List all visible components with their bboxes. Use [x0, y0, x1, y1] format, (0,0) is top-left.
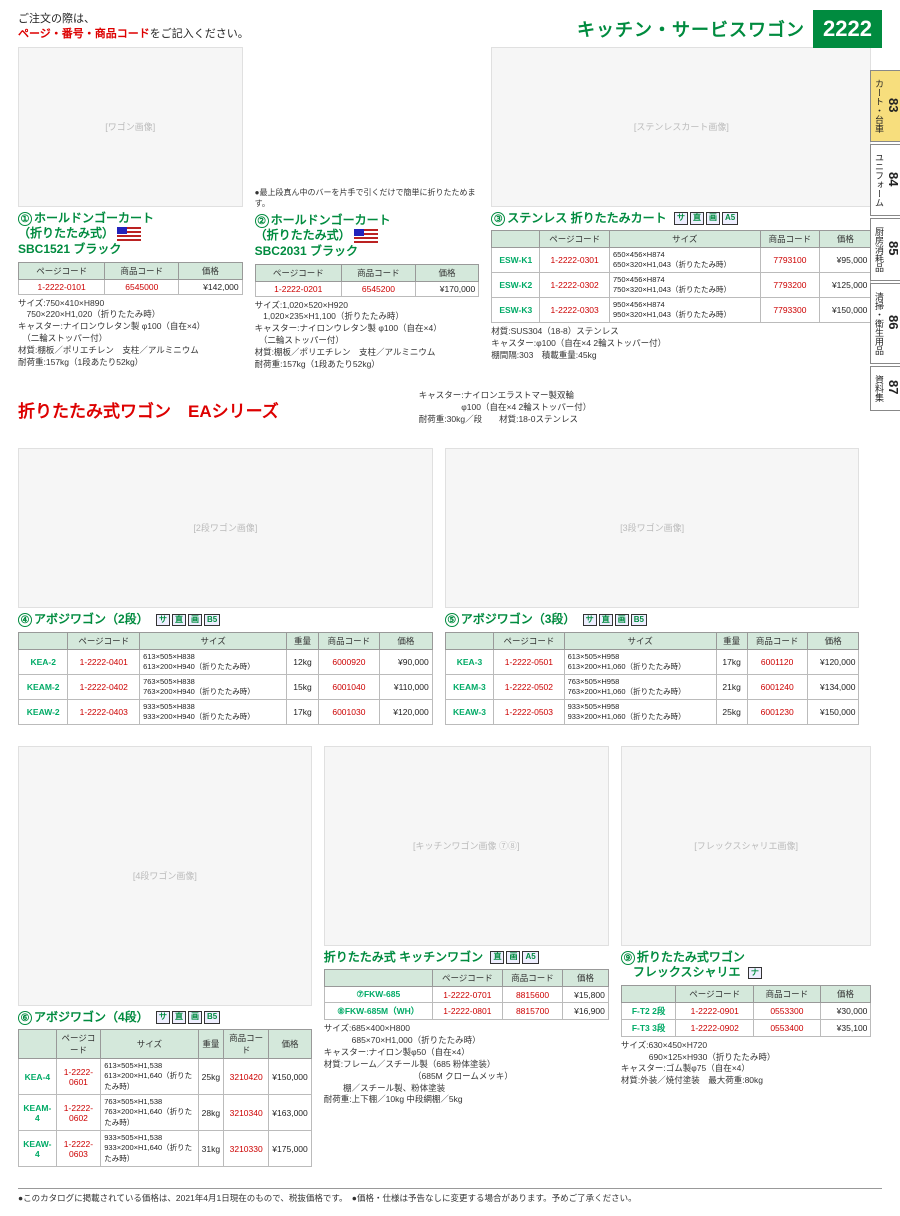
badge: 画 [188, 614, 202, 626]
badge: 画 [706, 212, 720, 224]
product-7-8: [キッチンワゴン画像 ⑦⑧] 折りたたみ式 キッチンワゴン 直画A5 ページコー… [324, 746, 609, 1171]
badge: 直 [172, 1011, 186, 1023]
product-1-image-note: ●最上段真ん中のバーを片手で引くだけで簡単に折りたためます。 [255, 187, 480, 209]
ea-series-notes: キャスター:ナイロンエラストマー製双輪 φ100（自在×4 2輪ストッパー付） … [419, 389, 851, 425]
badge: ナ [748, 967, 762, 979]
product-3: [ステンレスカート画像] ③ステンレス 折りたたみカート サ直画A5 ページコー… [491, 47, 871, 371]
product-5-image: [3段ワゴン画像] [445, 448, 860, 608]
product-4-image: [2段ワゴン画像] [18, 448, 433, 608]
product-1: [ワゴン画像] ①ホールドンゴーカート （折りたたみ式） SBC1521 ブラッ… [18, 47, 243, 371]
badge: 画 [615, 614, 629, 626]
product-1-table: ページコード商品コード価格 1-2222-01016545000¥142,000 [18, 262, 243, 295]
row-1: [ワゴン画像] ①ホールドンゴーカート （折りたたみ式） SBC1521 ブラッ… [18, 47, 882, 371]
badge: B5 [631, 614, 647, 626]
badge: 画 [506, 951, 520, 963]
product-3-num: ③ [491, 212, 505, 226]
notice-text-pre: ご注文の際は、 [18, 13, 95, 25]
badge: サ [583, 614, 597, 626]
side-tab-83[interactable]: 83カート・台車 [870, 70, 900, 142]
badge: サ [674, 212, 688, 224]
product-4-badges: サ直画B5 [156, 614, 220, 626]
badge: A5 [522, 951, 538, 963]
product-9-table: ページコード商品コード価格F-T2 2段1-2222-09010553300¥3… [621, 985, 872, 1037]
product-4-title: ④アボジワゴン（2段） サ直画B5 [18, 612, 433, 628]
product-6-image: [4段ワゴン画像] [18, 746, 312, 1006]
product-9-image: [フレックスシャリエ画像] [621, 746, 872, 946]
product-9-badges: ナ [748, 967, 762, 979]
product-9: [フレックスシャリエ画像] ⑨折りたたみ式ワゴン フレックスシャリエ ナ ページ… [621, 746, 872, 1171]
usa-flag-icon [117, 227, 141, 241]
badge: 画 [188, 1011, 202, 1023]
product-2-title: ②ホールドンゴーカート （折りたたみ式） SBC2031 ブラック [255, 213, 480, 260]
product-6-num: ⑥ [18, 1011, 32, 1025]
product-3-badges: サ直画A5 [674, 212, 738, 224]
badge: サ [156, 614, 170, 626]
product-2-spec: サイズ:1,020×520×H920 1,020×235×H1,100（折りたた… [255, 300, 480, 371]
badge: サ [156, 1011, 170, 1023]
product-6: [4段ワゴン画像] ⑥アボジワゴン（4段） サ直画B5 ページコードサイズ重量商… [18, 746, 312, 1171]
badge: A5 [722, 212, 738, 224]
product-78-title: 折りたたみ式 キッチンワゴン 直画A5 [324, 950, 609, 966]
catalog-page: ご注文の際は、 ページ・番号・商品コードをご記入ください。 キッチン・サービスワ… [0, 0, 900, 1216]
product-1-image: [ワゴン画像] [18, 47, 243, 207]
badge: 直 [690, 212, 704, 224]
product-1-num: ① [18, 212, 32, 226]
side-index-tabs: 83カート・台車84ユニフォーム85厨房消耗品86清掃・衛生用品87資料集 [870, 70, 900, 413]
product-9-title: ⑨折りたたみ式ワゴン フレックスシャリエ ナ [621, 950, 872, 981]
badge: 直 [490, 951, 504, 963]
product-2: ●最上段真ん中のバーを片手で引くだけで簡単に折りたためます。 ②ホールドンゴーカ… [255, 47, 480, 371]
product-9-num: ⑨ [621, 951, 635, 965]
category-title: キッチン・サービスワゴン [577, 16, 805, 42]
product-1-spec: サイズ:750×410×H890 750×220×H1,020（折りたたみ時） … [18, 298, 243, 369]
product-78-table: ページコード商品コード価格⑦FKW-6851-2222-07018815600¥… [324, 969, 609, 1020]
product-2-table: ページコード商品コード価格 1-2222-02016545200¥170,000 [255, 264, 480, 297]
product-6-badges: サ直画B5 [156, 1011, 220, 1023]
row-3: [4段ワゴン画像] ⑥アボジワゴン（4段） サ直画B5 ページコードサイズ重量商… [18, 746, 882, 1171]
badge: 直 [172, 614, 186, 626]
product-6-title: ⑥アボジワゴン（4段） サ直画B5 [18, 1010, 312, 1026]
usa-flag-icon [354, 229, 378, 243]
product-3-image: [ステンレスカート画像] [491, 47, 871, 207]
product-4: [2段ワゴン画像] ④アボジワゴン（2段） サ直画B5 ページコードサイズ重量商… [18, 448, 433, 728]
row-2: [2段ワゴン画像] ④アボジワゴン（2段） サ直画B5 ページコードサイズ重量商… [18, 448, 882, 728]
badge: B5 [204, 1011, 220, 1023]
product-2-num: ② [255, 214, 269, 228]
product-5-title: ⑤アボジワゴン（3段） サ直画B5 [445, 612, 860, 628]
product-3-title: ③ステンレス 折りたたみカート サ直画A5 [491, 211, 871, 227]
product-5: [3段ワゴン画像] ⑤アボジワゴン（3段） サ直画B5 ページコードサイズ重量商… [445, 448, 860, 728]
page-number-badge: 2222 [813, 10, 882, 48]
side-tab-87[interactable]: 87資料集 [870, 366, 900, 411]
header-right: キッチン・サービスワゴン 2222 [577, 10, 882, 48]
notice-text-red: ページ・番号・商品コード [18, 28, 150, 40]
product-4-num: ④ [18, 613, 32, 627]
product-9-spec: サイズ:630×450×H720 690×125×H930（折りたたみ時） キャ… [621, 1040, 872, 1088]
footer-disclaimer: ●このカタログに掲載されている価格は、2021年4月1日現在のもので、税抜価格で… [18, 1188, 882, 1204]
product-6-table: ページコードサイズ重量商品コード価格KEA-41-2222-0601613×50… [18, 1029, 312, 1167]
product-78-image: [キッチンワゴン画像 ⑦⑧] [324, 746, 609, 946]
product-78-spec: サイズ:685×400×H800 685×70×H1,000（折りたたみ時） キ… [324, 1023, 609, 1106]
product-5-num: ⑤ [445, 613, 459, 627]
badge: 直 [599, 614, 613, 626]
product-1-title: ①ホールドンゴーカート （折りたたみ式） SBC1521 ブラック [18, 211, 243, 258]
side-tab-85[interactable]: 85厨房消耗品 [870, 218, 900, 281]
product-3-spec: 材質:SUS304（18-8）ステンレス キャスター:φ100（自在×4 2輪ス… [491, 326, 871, 362]
product-5-badges: サ直画B5 [583, 614, 647, 626]
product-5-table: ページコードサイズ重量商品コード価格KEA-31-2222-0501613×50… [445, 632, 860, 725]
product-3-table: ページコードサイズ商品コード価格ESW-K11-2222-0301650×456… [491, 230, 871, 323]
notice-text-post: をご記入ください。 [150, 28, 249, 40]
ea-series-title: 折りたたみ式ワゴン EAシリーズ [18, 397, 407, 422]
product-78-badges: 直画A5 [490, 951, 538, 963]
series-header-row: 折りたたみ式ワゴン EAシリーズ キャスター:ナイロンエラストマー製双輪 φ10… [18, 389, 882, 430]
product-4-table: ページコードサイズ重量商品コード価格KEA-21-2222-0401613×50… [18, 632, 433, 725]
side-tab-86[interactable]: 86清掃・衛生用品 [870, 283, 900, 364]
badge: B5 [204, 614, 220, 626]
side-tab-84[interactable]: 84ユニフォーム [870, 144, 900, 216]
